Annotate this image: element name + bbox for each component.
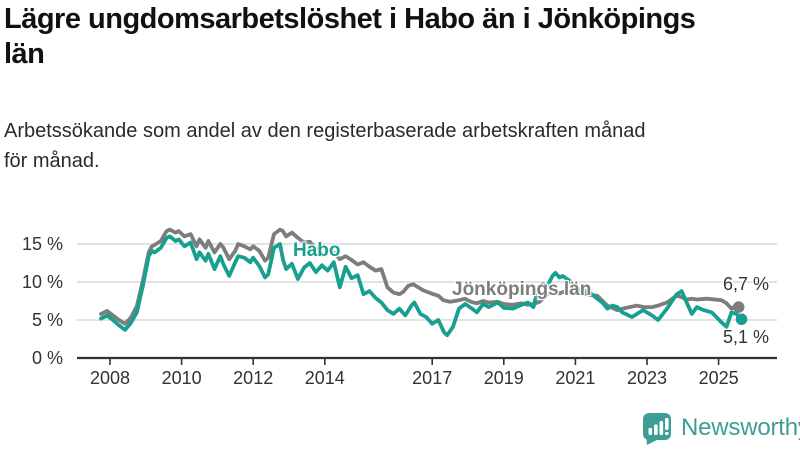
x-tick-label: 2017 — [412, 368, 452, 388]
y-tick-label: 15 % — [22, 234, 63, 254]
newsworthy-brand: Newsworthy — [640, 411, 800, 445]
x-tick-label: 2010 — [162, 368, 202, 388]
jonkopings-lan-series-label: Jönköpings län — [452, 279, 592, 300]
y-tick-label: 5 % — [32, 310, 63, 330]
habo-end-dot — [735, 313, 748, 326]
habo-series-label: Habo — [293, 240, 341, 261]
habo-line — [99, 234, 744, 338]
newsworthy-wordmark: Newsworthy — [681, 414, 800, 441]
jonkopings-lan-end-value: 6,7 % — [723, 274, 770, 294]
x-tick-label: 2012 — [233, 368, 273, 388]
title-line-2: län — [4, 38, 45, 70]
subtitle-line-1: Arbetssökande som andel av den registerb… — [4, 120, 646, 142]
jonkopings-lan-end-dot — [732, 301, 745, 313]
x-tick-label: 2014 — [305, 368, 345, 388]
y-tick-label: 10 % — [22, 272, 63, 292]
x-tick-label: 2008 — [90, 368, 130, 388]
title-line-1: Lägre ungdomsarbetslöshet i Habo än i Jö… — [4, 3, 696, 35]
newsworthy-logo-icon — [643, 413, 671, 445]
subtitle-line-2: för månad. — [4, 150, 100, 172]
x-tick-label: 2025 — [699, 368, 739, 388]
chart-subtitle: Arbetssökande som andel av den registerb… — [4, 116, 784, 176]
x-tick-label: 2023 — [627, 368, 667, 388]
page-title: Lägre ungdomsarbetslöshet i Habo än i Jö… — [4, 2, 796, 72]
x-tick-label: 2019 — [484, 368, 524, 388]
x-tick-label: 2021 — [555, 368, 595, 388]
y-tick-label: 0 % — [32, 348, 63, 368]
habo-end-value: 5,1 % — [723, 327, 770, 347]
jonkopings-lan-line — [99, 227, 741, 326]
